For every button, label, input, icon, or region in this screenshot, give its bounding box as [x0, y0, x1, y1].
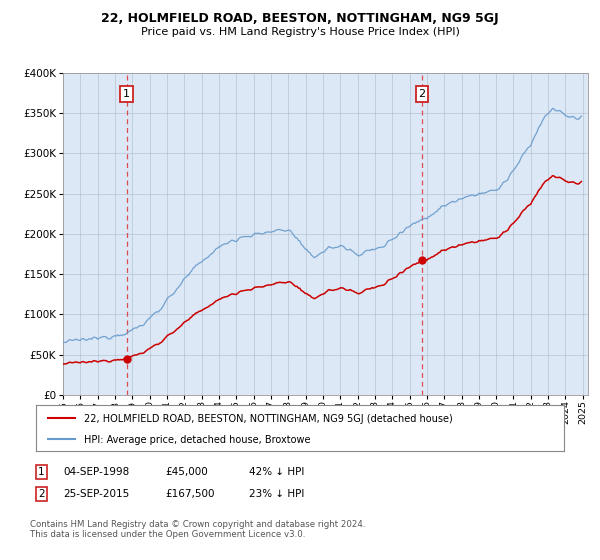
Text: 42% ↓ HPI: 42% ↓ HPI — [249, 467, 304, 477]
Text: £167,500: £167,500 — [165, 489, 215, 499]
Text: 2: 2 — [38, 489, 44, 499]
Text: £45,000: £45,000 — [165, 467, 208, 477]
Text: 22, HOLMFIELD ROAD, BEESTON, NOTTINGHAM, NG9 5GJ: 22, HOLMFIELD ROAD, BEESTON, NOTTINGHAM,… — [101, 12, 499, 25]
Text: Price paid vs. HM Land Registry's House Price Index (HPI): Price paid vs. HM Land Registry's House … — [140, 27, 460, 37]
Text: 23% ↓ HPI: 23% ↓ HPI — [249, 489, 304, 499]
Text: Contains HM Land Registry data © Crown copyright and database right 2024.
This d: Contains HM Land Registry data © Crown c… — [30, 520, 365, 539]
Text: 1: 1 — [38, 467, 44, 477]
Text: 22, HOLMFIELD ROAD, BEESTON, NOTTINGHAM, NG9 5GJ (detached house): 22, HOLMFIELD ROAD, BEESTON, NOTTINGHAM,… — [83, 414, 452, 424]
Text: 2: 2 — [418, 88, 425, 99]
Text: 25-SEP-2015: 25-SEP-2015 — [63, 489, 129, 499]
Text: 04-SEP-1998: 04-SEP-1998 — [63, 467, 129, 477]
Text: HPI: Average price, detached house, Broxtowe: HPI: Average price, detached house, Brox… — [83, 435, 310, 445]
Text: 1: 1 — [123, 88, 130, 99]
